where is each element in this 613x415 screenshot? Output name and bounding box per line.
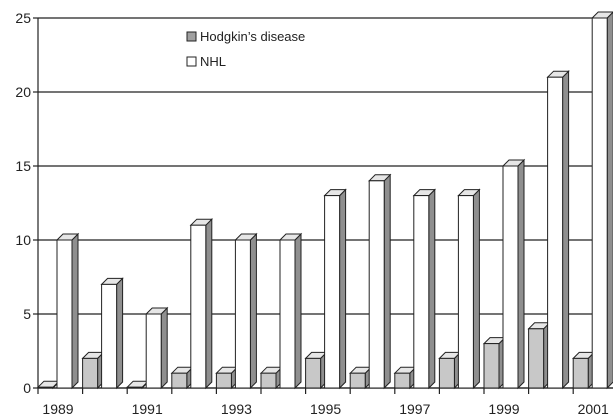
bar-front — [572, 357, 589, 389]
bar-front — [483, 343, 500, 389]
y-tick-label: 5 — [23, 306, 31, 322]
bar-nhl — [546, 69, 570, 390]
bar-side — [294, 232, 302, 390]
legend-label-hodgkins: Hodgkin’s disease — [200, 29, 305, 44]
legend-swatch-nhl — [186, 56, 197, 67]
bar-nhl — [55, 232, 80, 390]
bar-front — [394, 372, 411, 389]
bar-front — [279, 239, 296, 389]
bar-front — [528, 328, 545, 389]
x-tick-label: 1995 — [310, 401, 341, 415]
bar-front — [82, 357, 99, 389]
bar-nhl — [189, 217, 214, 390]
bar-front — [126, 386, 143, 389]
legend-box — [178, 20, 333, 74]
bar-hodgkins — [348, 365, 373, 390]
bar-side — [249, 232, 257, 390]
bar-hodgkins — [215, 365, 239, 390]
bar-hodgkins — [482, 336, 507, 390]
bar-front — [234, 239, 251, 389]
bar-nhl — [100, 277, 124, 390]
bar-side — [428, 188, 436, 390]
bar-nhl — [234, 232, 258, 390]
bar-front — [457, 195, 474, 389]
bar-hodgkins — [393, 365, 418, 390]
y-tick-label: 10 — [15, 232, 31, 248]
legend: Hodgkin’s disease NHL — [178, 20, 333, 74]
y-tick-label: 15 — [15, 158, 31, 174]
bar-side — [116, 277, 124, 390]
bar-side — [71, 232, 79, 390]
bar-front — [368, 180, 385, 389]
bar-front — [305, 357, 322, 389]
bar-side — [517, 158, 525, 390]
bar-side — [562, 69, 570, 390]
y-tick-label: 25 — [15, 10, 31, 26]
bar-nhl — [412, 188, 437, 390]
bar-front — [171, 372, 188, 389]
bar-top — [125, 380, 150, 388]
x-tick-label: 1999 — [488, 401, 519, 415]
bar-side — [472, 188, 480, 390]
bar-front — [324, 195, 341, 389]
bar-side — [339, 188, 347, 390]
axes: 0 5 10 15 20 25 1989 1991 1993 1995 1997 1999 2001 — [15, 10, 613, 415]
bar-nhl — [144, 306, 169, 390]
bar-hodgkins — [438, 351, 462, 390]
bar-front — [591, 17, 608, 389]
bar-hodgkins — [125, 379, 150, 390]
bar-front — [101, 283, 118, 389]
bar-front — [349, 372, 366, 389]
x-tick-label: 1997 — [399, 401, 430, 415]
bar-hodgkins — [81, 351, 105, 390]
bar-side — [606, 11, 613, 390]
bar-front — [37, 386, 54, 389]
bar-hodgkins — [304, 351, 328, 390]
bar-front — [56, 239, 73, 389]
bar-nhl — [367, 173, 392, 390]
bar-hodgkins — [170, 365, 195, 390]
bar-front — [190, 224, 207, 389]
bar-front — [145, 313, 162, 389]
bar-side — [383, 173, 391, 390]
bar-nhl — [457, 188, 481, 390]
legend-swatch-hodgkins — [186, 31, 197, 42]
bar-front — [438, 357, 455, 389]
bar-front — [413, 195, 430, 389]
bar-nhl — [323, 188, 347, 390]
bar-hodgkins — [36, 379, 61, 390]
x-tick-label: 1993 — [221, 401, 252, 415]
bar-top — [36, 380, 61, 388]
y-tick-label: 20 — [15, 84, 31, 100]
bar-front — [215, 372, 232, 389]
bar-side — [160, 306, 168, 390]
y-tick-label: 0 — [23, 380, 31, 396]
bar-side — [205, 217, 213, 390]
bar-nhl — [590, 11, 613, 390]
bars — [36, 11, 613, 390]
bar-nhl — [501, 158, 526, 390]
bar-nhl — [278, 232, 303, 390]
bar-front — [547, 76, 564, 389]
x-tick-label: 1989 — [42, 401, 73, 415]
bar-hodgkins — [527, 321, 551, 390]
legend-label-nhl: NHL — [200, 54, 226, 69]
x-tick-label: 1991 — [132, 401, 163, 415]
bar-hodgkins — [259, 365, 284, 390]
bar-front — [260, 372, 277, 389]
x-tick-label: 2001 — [578, 401, 609, 415]
bar-hodgkins — [571, 351, 596, 390]
bar-front — [502, 165, 519, 389]
